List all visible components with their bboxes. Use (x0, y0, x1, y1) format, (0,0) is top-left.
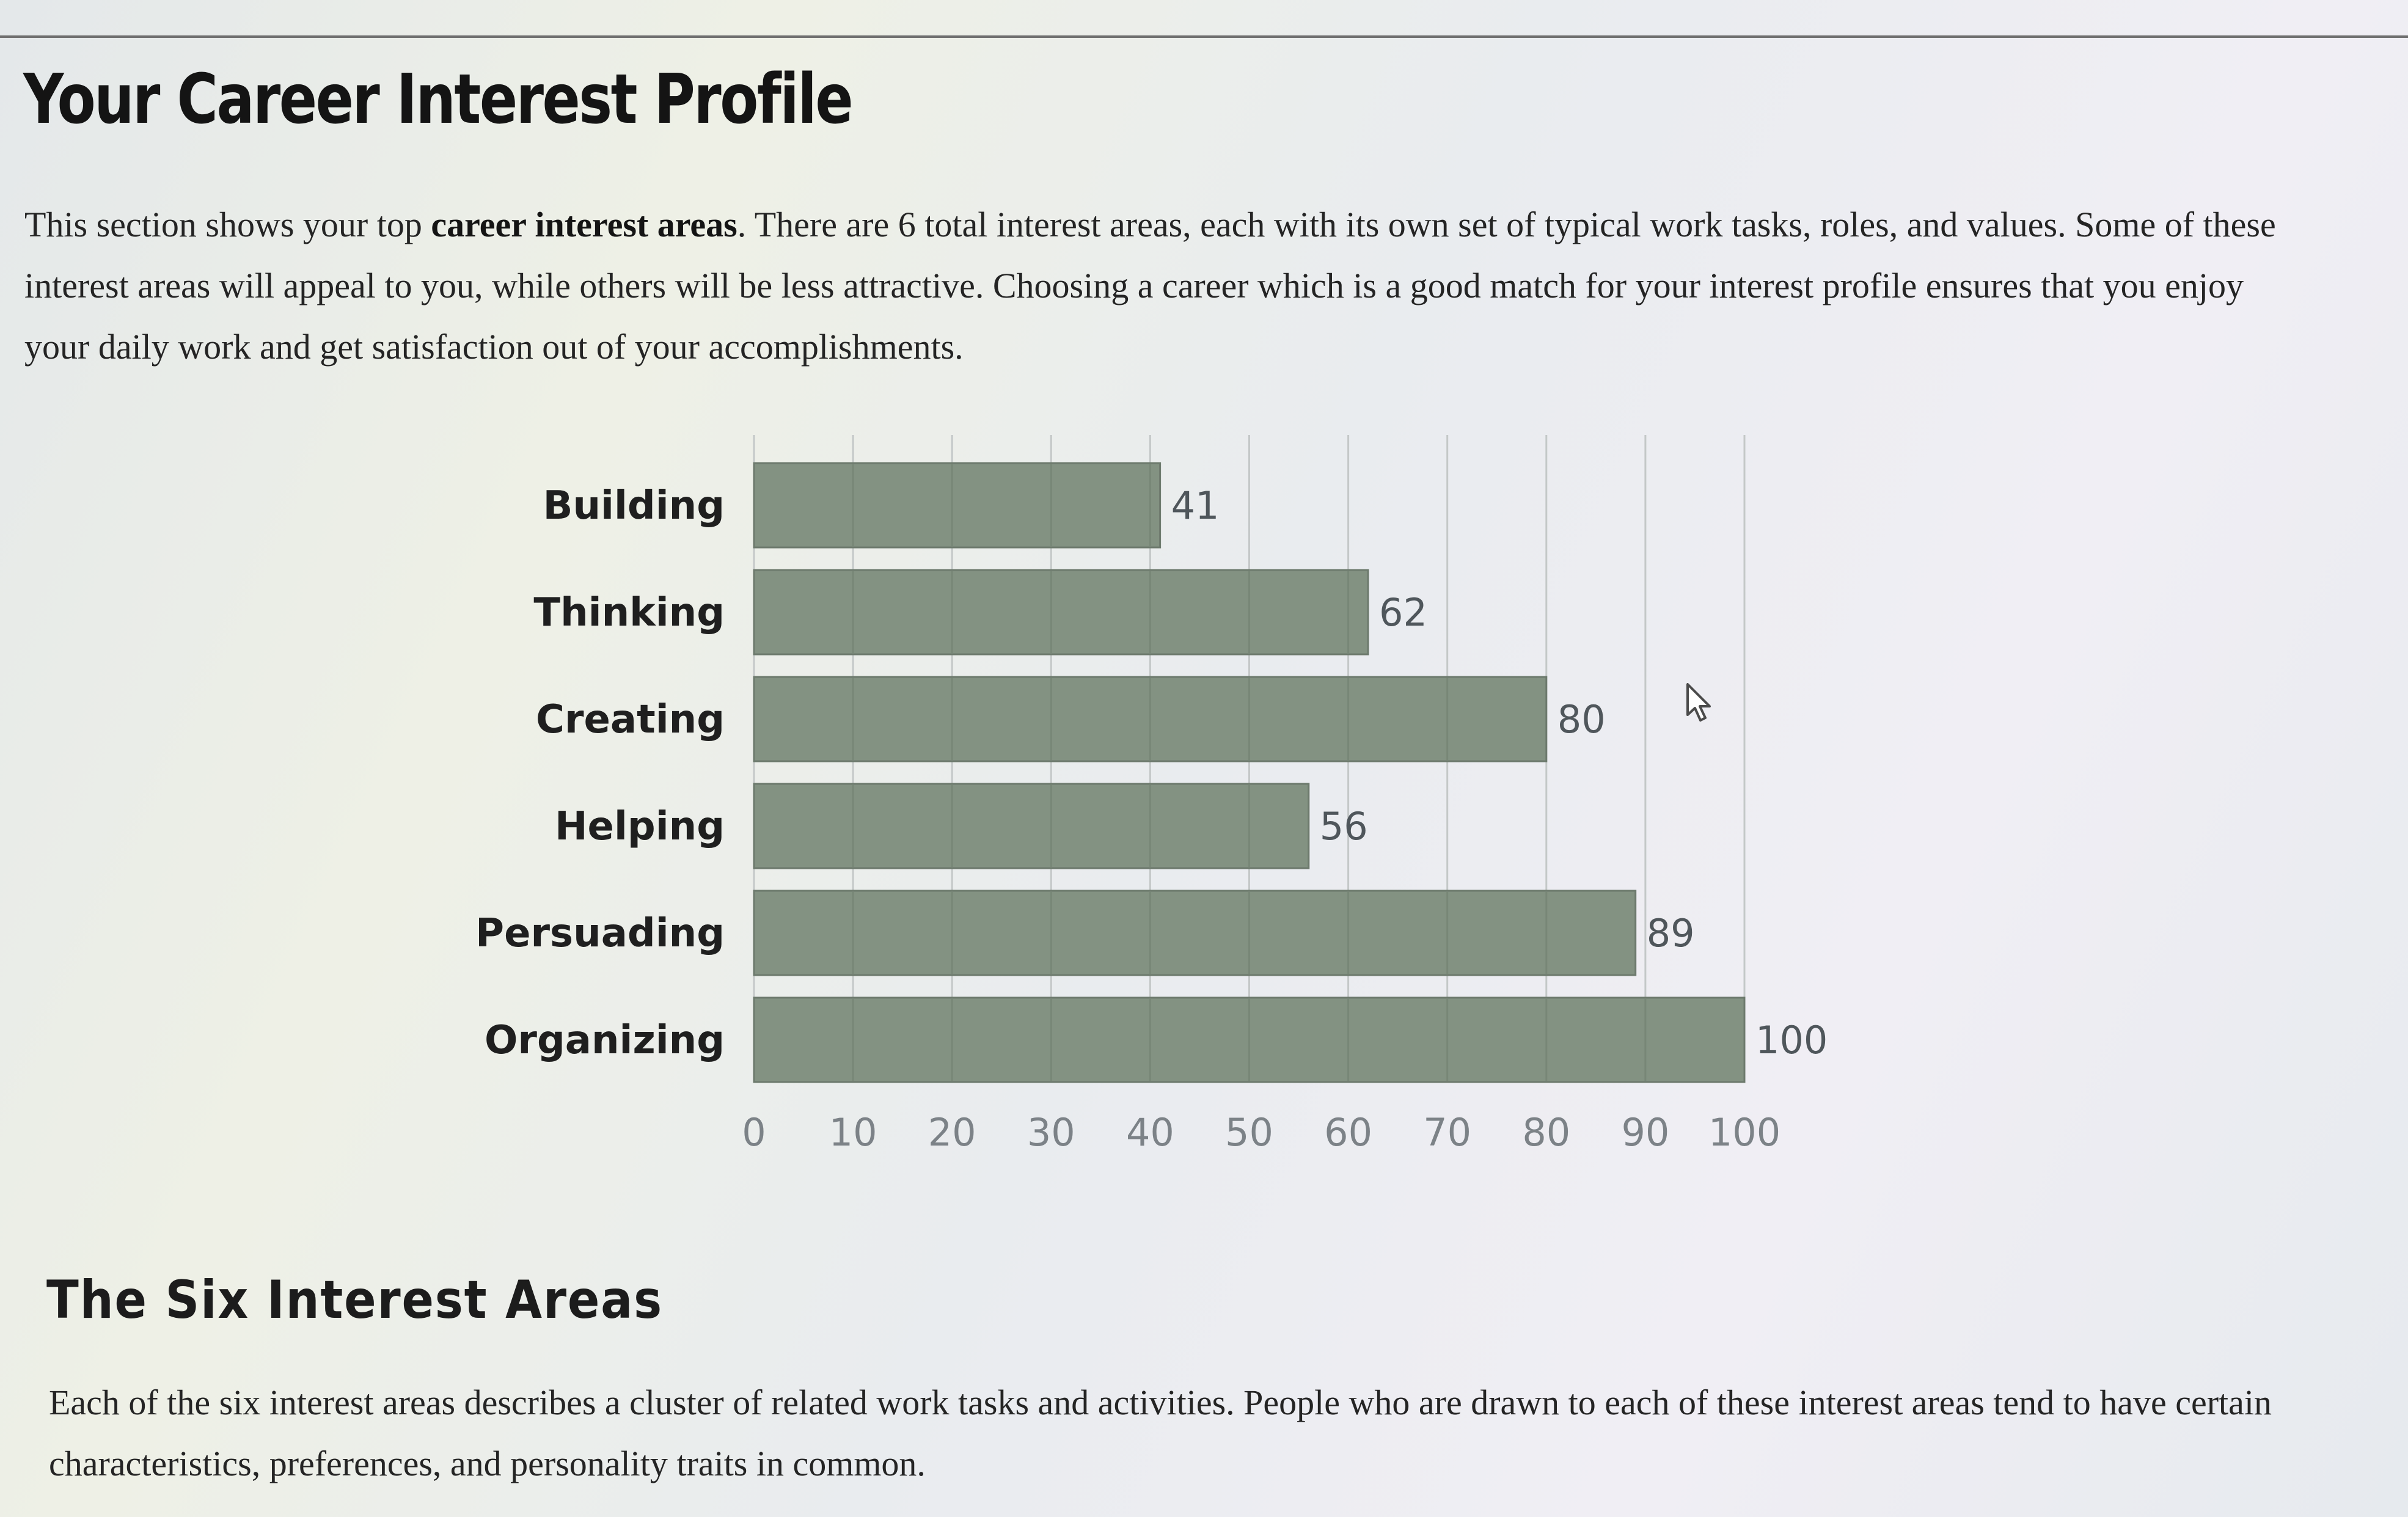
value-label-persuading: 89 (1647, 911, 1695, 956)
bar-persuading (753, 890, 1637, 976)
intro-paragraph: This section shows your top career inter… (24, 194, 2304, 378)
x-tick-label-50: 50 (1225, 1110, 1273, 1155)
category-label-helping: Helping (555, 804, 725, 849)
x-tick-label-90: 90 (1621, 1110, 1669, 1155)
chart-labels: 0 10 20 30 40 50 60 70 80 90 100 Building 41 Thinking… (475, 483, 1828, 1155)
bar-thinking (753, 569, 1369, 656)
x-tick-label-10: 10 (829, 1110, 877, 1155)
value-label-building: 41 (1171, 483, 1220, 528)
x-tick-label-0: 0 (742, 1110, 766, 1155)
chart-gridline-overlay (852, 464, 1647, 1081)
page-title: Your Career Interest Profile (23, 60, 854, 139)
value-label-helping: 56 (1320, 804, 1368, 849)
bar-creating (753, 676, 1548, 762)
bar-building (753, 462, 1162, 549)
x-tick-label-80: 80 (1522, 1110, 1570, 1155)
x-tick-label-60: 60 (1324, 1110, 1372, 1155)
value-label-creating: 80 (1557, 697, 1606, 742)
category-label-building: Building (543, 483, 725, 528)
x-tick-label-100: 100 (1708, 1110, 1780, 1155)
section-title: The Six Interest Areas (46, 1270, 664, 1331)
category-label-organizing: Organizing (485, 1018, 725, 1063)
category-label-creating: Creating (536, 697, 725, 742)
section-paragraph: Each of the six interest areas describes… (49, 1383, 2272, 1483)
intro-emphasis: career interest areas (431, 205, 737, 244)
interest-bar-chart: 0 10 20 30 40 50 60 70 80 90 100 Building 41 Thinking… (475, 435, 1828, 1155)
x-tick-label-70: 70 (1423, 1110, 1471, 1155)
category-label-persuading: Persuading (475, 911, 725, 956)
top-divider (0, 35, 2408, 38)
chart-bars (753, 462, 1746, 1083)
category-label-thinking: Thinking (533, 590, 725, 635)
x-tick-label-40: 40 (1126, 1110, 1174, 1155)
bar-organizing (753, 996, 1746, 1083)
x-tick-label-30: 30 (1027, 1110, 1075, 1155)
arrow-pointer-icon (1686, 683, 1711, 722)
intro-text-end: . There are 6 total interest areas, each… (24, 205, 2276, 367)
value-label-organizing: 100 (1755, 1018, 1828, 1062)
intro-text-start: This section shows your top (24, 205, 431, 244)
x-tick-label-20: 20 (928, 1110, 976, 1155)
value-label-thinking: 62 (1379, 590, 1427, 635)
bar-helping (753, 783, 1310, 869)
